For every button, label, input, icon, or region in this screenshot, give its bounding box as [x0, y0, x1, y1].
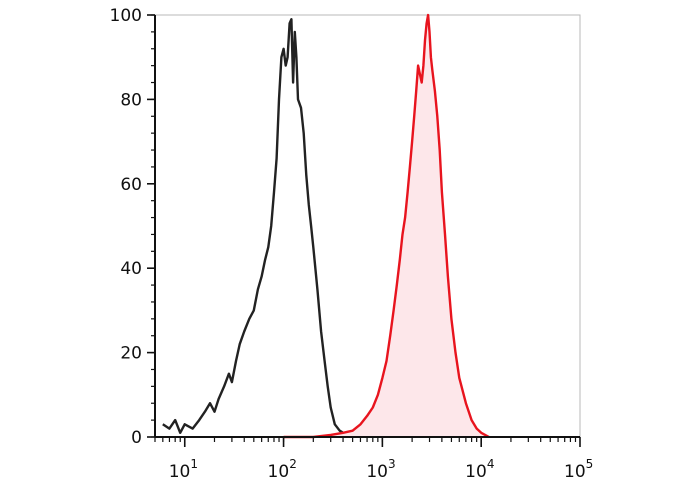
x-tick-label: 104 — [465, 457, 494, 482]
y-tick-label: 20 — [120, 344, 142, 364]
series-1-fill — [283, 15, 489, 437]
x-tick-label: 102 — [268, 457, 297, 482]
series-1-line — [283, 13, 490, 439]
y-tick-label: 100 — [110, 6, 142, 26]
series-layer — [162, 13, 490, 439]
x-tick-label: 105 — [564, 457, 593, 482]
y-tick-label: 0 — [131, 428, 142, 448]
series-0-line — [162, 18, 354, 439]
x-tick-label: 101 — [169, 457, 198, 482]
x-tick-label: 103 — [366, 457, 395, 482]
y-tick-label: 40 — [120, 259, 142, 279]
y-tick-label: 80 — [120, 90, 142, 110]
axes-layer: 0 20 40 60 80 100 101 102 103 104 105 — [110, 6, 594, 482]
plot-frame — [154, 14, 581, 438]
y-tick-label: 60 — [120, 175, 142, 195]
